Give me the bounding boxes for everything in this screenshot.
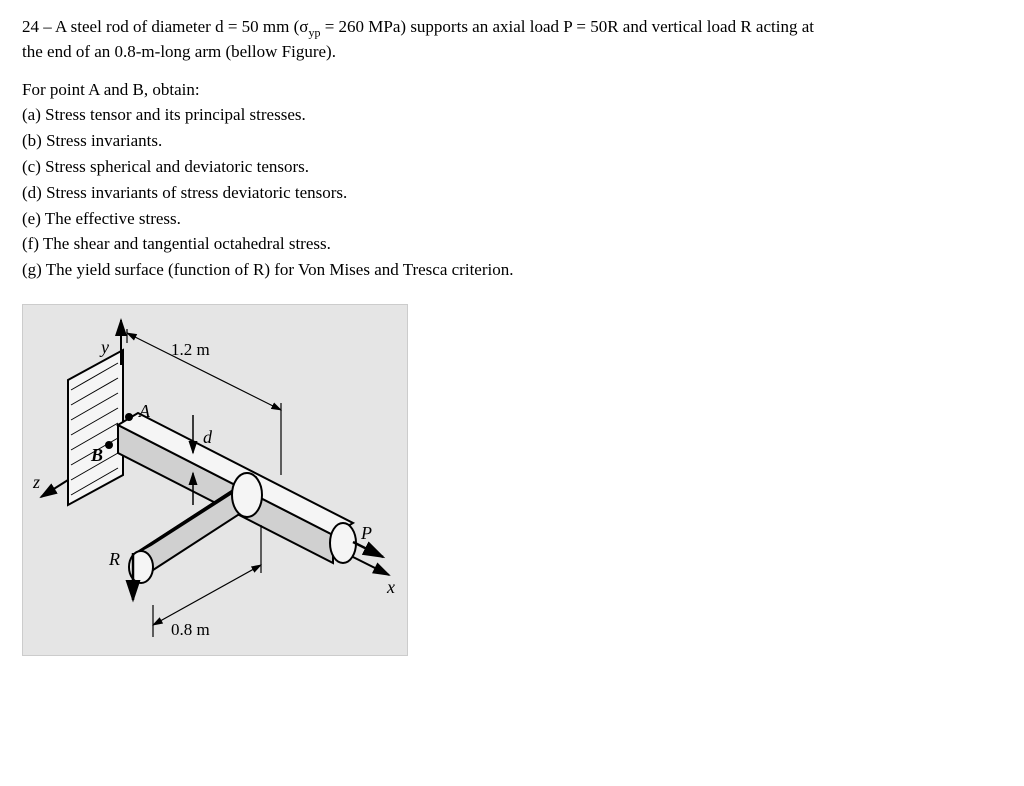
point-b-dot xyxy=(105,441,113,449)
label-a: A xyxy=(138,401,151,421)
label-p: P xyxy=(360,523,372,543)
item-g: (g) The yield surface (function of R) fo… xyxy=(22,258,1002,282)
label-0-8m: 0.8 m xyxy=(171,620,210,639)
label-z: z xyxy=(32,472,40,492)
joint xyxy=(232,473,262,517)
label-y: y xyxy=(99,337,109,357)
wall xyxy=(68,350,123,505)
label-d: d xyxy=(203,427,213,447)
label-1-2m: 1.2 m xyxy=(171,340,210,359)
item-f: (f) The shear and tangential octahedral … xyxy=(22,232,1002,256)
intro-part1: 24 – A steel rod of diameter d = 50 mm (… xyxy=(22,17,308,36)
label-r: R xyxy=(108,549,120,569)
label-x: x xyxy=(386,577,395,597)
x-axis xyxy=(353,557,389,575)
item-e: (e) The effective stress. xyxy=(22,207,1002,231)
problem-statement: 24 – A steel rod of diameter d = 50 mm (… xyxy=(22,16,1002,64)
item-d: (d) Stress invariants of stress deviator… xyxy=(22,181,1002,205)
label-b: B xyxy=(90,445,103,465)
z-axis xyxy=(41,480,68,497)
item-b: (b) Stress invariants. xyxy=(22,129,1002,153)
intro-part2: = 260 MPa) supports an axial load P = 50… xyxy=(320,17,814,36)
intro-line2: the end of an 0.8-m-long arm (bellow Fig… xyxy=(22,42,336,61)
prompt-header: For point A and B, obtain: xyxy=(22,78,1002,102)
force-p-arrow xyxy=(353,542,383,557)
item-c: (c) Stress spherical and deviatoric tens… xyxy=(22,155,1002,179)
item-a: (a) Stress tensor and its principal stre… xyxy=(22,103,1002,127)
intro-sub: yp xyxy=(308,25,320,39)
figure: y z x A B R P d 1.2 m 0.8 m xyxy=(22,304,408,656)
point-a-dot xyxy=(125,413,133,421)
